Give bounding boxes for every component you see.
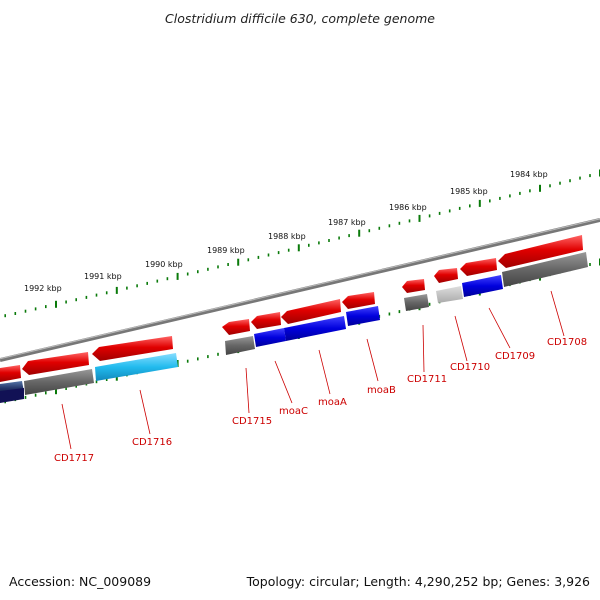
gene-label[interactable]: moaA [318,397,347,408]
gene-box[interactable] [254,328,286,347]
genome-backbone-highlight [0,218,600,360]
outer-tick-track [4,169,600,318]
gene-labels: CD1708 CD1709 CD1710 CD1711 moaB moaA mo… [54,337,587,464]
kbp-label: 1986 kbp [389,203,427,212]
gene-label[interactable]: CD1716 [132,437,172,448]
gene-box[interactable] [0,388,24,403]
gene-box[interactable] [346,306,380,326]
gene-box[interactable] [436,286,463,303]
gene-label[interactable]: moaC [279,406,308,417]
kbp-label: 1991 kbp [84,272,122,281]
gene-arrow[interactable] [402,279,425,293]
kbp-label: 1988 kbp [268,232,306,241]
gene-label[interactable]: CD1715 [232,416,272,427]
gene-box[interactable] [95,353,178,381]
gene-label[interactable]: moaB [367,385,396,396]
gene-arrow[interactable] [342,292,375,309]
genome-backbone [0,218,600,362]
gene-box[interactable] [284,316,346,341]
gene-arrow[interactable] [460,258,497,276]
gene-box[interactable] [24,369,94,395]
gene-arrow[interactable] [251,312,281,329]
kbp-label: 1984 kbp [510,170,548,179]
gene-label[interactable]: CD1709 [495,351,535,362]
gene-label[interactable]: CD1717 [54,453,94,464]
kbp-labels: 1984 kbp 1985 kbp 1986 kbp 1987 kbp 1988… [24,170,548,293]
gene-label[interactable]: CD1708 [547,337,587,348]
forward-strand [0,235,583,382]
gene-label[interactable]: CD1711 [407,374,447,385]
gene-arrow[interactable] [92,336,173,361]
leader-lines [61,290,565,450]
kbp-label: 1985 kbp [450,187,488,196]
gene-box[interactable] [225,336,255,355]
reverse-strand [0,252,588,403]
kbp-label: 1987 kbp [328,218,366,227]
gene-arrow[interactable] [0,365,21,382]
kbp-label: 1990 kbp [145,260,183,269]
gene-arrow[interactable] [434,268,458,283]
kbp-label: 1992 kbp [24,284,62,293]
genome-summary-text: Topology: circular; Length: 4,290,252 bp… [246,574,590,589]
map-title: Clostridium difficile 630, complete geno… [165,11,435,26]
gene-label[interactable]: CD1710 [450,362,490,373]
gene-arrow[interactable] [498,235,583,268]
gene-arrow[interactable] [222,319,250,335]
kbp-label: 1989 kbp [207,246,245,255]
gene-box[interactable] [462,275,503,297]
accession-text: Accession: NC_009089 [9,574,151,589]
gene-arrow[interactable] [22,352,89,375]
gene-arrow[interactable] [281,299,341,324]
gene-box[interactable] [502,252,588,287]
gene-box[interactable] [404,294,429,311]
